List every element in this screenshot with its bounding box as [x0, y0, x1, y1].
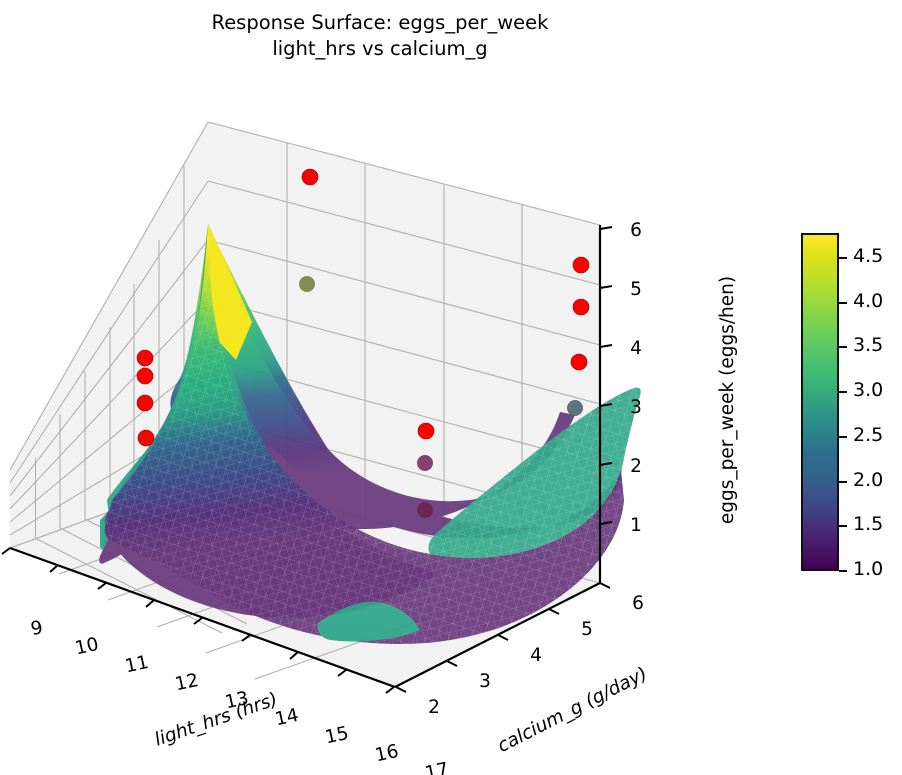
figure-title-line1: Response Surface: eggs_per_week — [211, 11, 549, 34]
surface-plot-3d-axes[interactable]: 9 10 11 12 13 14 15 16 17 light_hrs (hrs… — [0, 60, 760, 775]
y-tick-label: 2 — [428, 697, 440, 718]
z-axis-ticks — [599, 226, 613, 525]
y-tick-label: 6 — [632, 593, 644, 614]
x-tick-label: 9 — [29, 617, 45, 640]
x-tick-label: 16 — [373, 741, 400, 766]
observed-data-points — [136, 168, 590, 518]
surface-peak-region — [206, 223, 252, 360]
colorbar-tick — [839, 481, 847, 483]
surface-under-sliver — [317, 601, 420, 642]
scatter-point — [572, 256, 590, 274]
x-tick-label: 14 — [273, 705, 300, 730]
x-axis-label: light_hrs (hrs) — [152, 689, 280, 751]
scatter-point — [136, 367, 154, 385]
scatter-point-occluded — [567, 400, 583, 416]
scatter-point — [136, 349, 154, 367]
y-tick-label: 4 — [530, 645, 542, 666]
colorbar-tick — [839, 346, 847, 348]
x-tick-label: 13 — [223, 688, 250, 713]
scatter-point — [136, 394, 154, 412]
x-tick-label: 15 — [323, 723, 350, 748]
figure-title-line2: light_hrs vs calcium_g — [272, 37, 488, 60]
z-tick-label: 4 — [630, 338, 642, 359]
colorbar-tick — [839, 257, 847, 259]
y-axis-spine — [394, 582, 601, 688]
x-tick-label: 10 — [73, 634, 100, 659]
scatter-point — [572, 298, 590, 316]
y-axis-label: calcium_g (g/day) — [494, 663, 651, 757]
z-tick-label: 6 — [630, 220, 642, 241]
y-tick-label: 3 — [479, 671, 491, 692]
surface-final — [104, 223, 641, 644]
surface-body — [170, 225, 575, 530]
colorbar-tick-label: 2.0 — [853, 469, 884, 491]
x-axis-spine — [9, 546, 396, 689]
y-axis-ticks — [395, 582, 611, 693]
x-tick-label: 17 — [423, 759, 450, 775]
colorbar-tick — [839, 570, 847, 572]
colorbar-tick-label: 1.0 — [853, 558, 884, 580]
colorbar-tick — [839, 525, 847, 527]
x-tick-labels: 9 10 11 12 13 14 15 16 17 — [29, 617, 451, 775]
y-tick-label: 5 — [581, 619, 593, 640]
x-tick-label: 12 — [173, 670, 200, 695]
colorbar-gradient — [801, 233, 839, 571]
colorbar[interactable]: 4.5 4.0 3.5 3.0 2.5 2.0 1.5 1.0 — [801, 233, 901, 580]
x-axis-ticks — [1, 547, 395, 694]
z-tick-label: 2 — [630, 456, 642, 477]
colorbar-tick-label: 4.0 — [853, 290, 884, 312]
scatter-point — [570, 353, 588, 371]
colorbar-tick — [839, 391, 847, 393]
colorbar-tick-label: 3.0 — [853, 379, 884, 401]
colorbar-tick-label: 3.5 — [853, 334, 884, 356]
y-tick-labels: 2 3 4 5 6 — [428, 593, 644, 718]
z-tick-labels: 1 2 3 4 5 6 — [630, 220, 642, 536]
colorbar-tick-label: 4.5 — [853, 245, 884, 267]
colorbar-tick — [839, 436, 847, 438]
scatter-point-occluded — [417, 502, 433, 518]
z-tick-label: 3 — [630, 397, 642, 418]
scatter-point — [301, 168, 319, 186]
scatter-point — [417, 422, 435, 440]
z-tick-label: 5 — [630, 279, 642, 300]
figure-title: Response Surface: eggs_per_week light_hrs… — [0, 10, 760, 62]
scatter-point-occluded — [299, 276, 315, 292]
scatter-point — [137, 429, 155, 447]
colorbar-tick-label: 2.5 — [853, 424, 884, 446]
scatter-point-occluded — [417, 455, 433, 471]
x-tick-label: 11 — [123, 652, 150, 677]
z-tick-label: 1 — [630, 515, 642, 536]
surface-composite — [206, 223, 252, 360]
surface-wireframe-2 — [104, 223, 641, 644]
z-axis-label: eggs_per_week (eggs/hen) — [717, 275, 738, 525]
colorbar-tick-label: 1.5 — [853, 513, 884, 535]
colorbar-tick — [839, 302, 847, 304]
